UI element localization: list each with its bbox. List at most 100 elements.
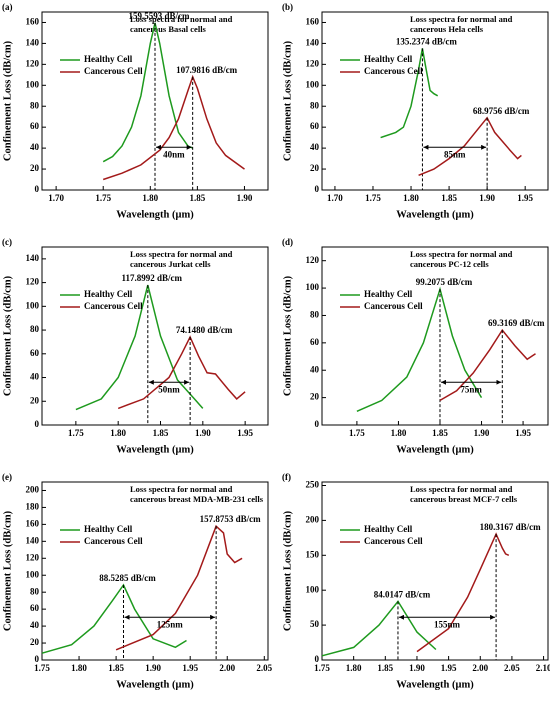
y-tick-label: 100 — [26, 569, 40, 579]
panel-label: (b) — [282, 2, 293, 12]
x-axis-label: Wavelength (μm) — [116, 209, 194, 220]
spacing-label: 125nm — [157, 619, 184, 629]
y-tick-label: 120 — [306, 58, 320, 68]
x-tick-label: 1.95 — [441, 663, 457, 673]
x-tick-label: 1.70 — [327, 193, 343, 203]
chart-title: Loss spectra for normal and cancerous He… — [410, 14, 513, 35]
y-tick-label: 150 — [306, 549, 320, 559]
y-tick-label: 140 — [26, 37, 40, 47]
y-tick-label: 80 — [30, 100, 40, 110]
x-tick-label: 2.00 — [472, 663, 488, 673]
chart-title: Loss spectra for normal and cancerous Ju… — [130, 249, 233, 270]
x-tick-label: 2.10 — [536, 663, 550, 673]
y-tick-label: 40 — [310, 364, 320, 374]
x-axis-label: Wavelength (μm) — [396, 679, 474, 690]
x-tick-label: 1.90 — [237, 193, 253, 203]
data-line — [439, 328, 536, 402]
legend-label: Healthy Cell — [84, 54, 133, 64]
y-tick-label: 200 — [26, 485, 40, 495]
x-tick-label: 1.75 — [349, 428, 365, 438]
x-tick-label: 2.05 — [504, 663, 520, 673]
peak-label: 159.5593 dB/cm — [128, 11, 190, 21]
legend-label: Healthy Cell — [84, 524, 133, 534]
y-tick-label: 20 — [310, 392, 320, 402]
data-line — [380, 48, 439, 139]
panel-label: (d) — [282, 237, 293, 247]
x-tick-label: 1.80 — [110, 428, 126, 438]
plot-frame — [321, 246, 549, 426]
y-axis-label: Confinement Loss (dB/cm) — [282, 40, 293, 161]
peak-label: 88.5285 dB/cm — [99, 573, 156, 583]
chart-title-box: Loss spectra for normal and cancerous PC… — [410, 249, 512, 269]
panel-label: (f) — [282, 472, 291, 482]
legend-label: Cancerous Cell — [364, 66, 423, 76]
y-tick-label: 50 — [310, 619, 320, 629]
y-tick-label: 200 — [306, 514, 320, 524]
spacing-label: 85nm — [444, 149, 466, 159]
y-tick-label: 100 — [26, 79, 40, 89]
y-tick-label: 0 — [35, 184, 40, 194]
x-tick-label: 1.85 — [441, 193, 457, 203]
data-line — [117, 335, 246, 410]
y-tick-label: 100 — [306, 79, 320, 89]
data-line — [356, 286, 483, 412]
data-line — [102, 22, 194, 163]
peak-label: 74.1480 dB/cm — [176, 325, 233, 335]
y-tick-label: 60 — [310, 337, 320, 347]
y-tick-label: 40 — [30, 372, 40, 382]
x-tick-label: 1.80 — [391, 428, 407, 438]
x-tick-label: 1.90 — [145, 663, 161, 673]
data-line — [418, 116, 522, 176]
x-tick-label: 1.90 — [409, 663, 425, 673]
x-tick-label: 1.85 — [153, 428, 169, 438]
y-tick-label: 0 — [315, 654, 320, 664]
panel-label: (c) — [2, 237, 12, 247]
y-tick-label: 80 — [310, 310, 320, 320]
plot-frame — [321, 481, 549, 661]
x-axis-label: Wavelength (μm) — [116, 444, 194, 455]
panel-label: (a) — [2, 2, 13, 12]
legend-label: Cancerous Cell — [364, 536, 423, 546]
x-tick-label: 1.75 — [365, 193, 381, 203]
y-tick-label: 0 — [315, 184, 320, 194]
y-tick-label: 80 — [30, 324, 40, 334]
y-axis-label: Confinement Loss (dB/cm) — [2, 510, 13, 631]
spacing-label: 40nm — [163, 149, 185, 159]
chart-title-box: Loss spectra for normal and cancerous br… — [410, 484, 518, 505]
x-tick-label: 1.90 — [474, 428, 490, 438]
data-line — [321, 600, 437, 657]
y-tick-label: 100 — [306, 584, 320, 594]
chart-title-box: Loss spectra for normal and cancerous br… — [130, 484, 264, 505]
spacing-label: 155nm — [434, 619, 461, 629]
y-tick-label: 60 — [30, 348, 40, 358]
y-tick-label: 250 — [306, 480, 320, 490]
peak-label: 117.8992 dB/cm — [122, 273, 183, 283]
y-tick-label: 0 — [35, 419, 40, 429]
peak-label: 135.2374 dB/cm — [396, 36, 458, 46]
spacing-label: 50nm — [158, 384, 180, 394]
x-axis-label: Wavelength (μm) — [116, 679, 194, 690]
x-axis-label: Wavelength (μm) — [396, 444, 474, 455]
legend-label: Healthy Cell — [84, 289, 133, 299]
x-tick-label: 1.80 — [403, 193, 419, 203]
x-tick-label: 1.90 — [195, 428, 211, 438]
y-tick-label: 120 — [26, 277, 40, 287]
spacing-label: 75nm — [460, 384, 482, 394]
peak-label: 180.3167 dB/cm — [480, 522, 542, 532]
chart-title-box: Loss spectra for normal and cancerous He… — [410, 14, 513, 35]
x-tick-label: 2.00 — [219, 663, 235, 673]
peak-label: 99.2075 dB/cm — [416, 277, 473, 287]
plot-frame — [41, 246, 269, 426]
y-tick-label: 140 — [26, 535, 40, 545]
x-tick-label: 1.85 — [190, 193, 206, 203]
chart-title: Loss spectra for normal and cancerous br… — [410, 484, 518, 505]
chart-title: Loss spectra for normal and cancerous br… — [130, 484, 264, 505]
x-tick-label: 1.90 — [479, 193, 495, 203]
y-tick-label: 20 — [30, 637, 40, 647]
chart-title-box: Loss spectra for normal and cancerous Ba… — [130, 14, 232, 34]
y-tick-label: 140 — [26, 253, 40, 263]
y-tick-label: 80 — [310, 100, 320, 110]
x-tick-label: 1.75 — [68, 428, 84, 438]
peak-label: 68.9756 dB/cm — [473, 106, 530, 116]
